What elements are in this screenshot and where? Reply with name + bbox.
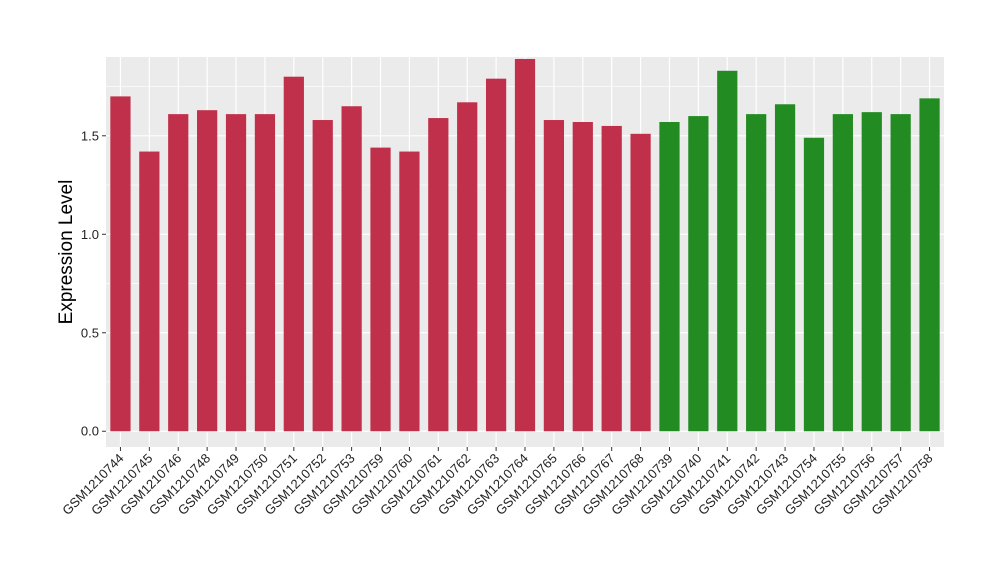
bar-GSM1210756 bbox=[861, 112, 882, 432]
bar-GSM1210759 bbox=[370, 147, 391, 432]
x-axis: GSM1210744GSM1210745GSM1210746GSM1210748… bbox=[59, 447, 936, 518]
bar-GSM1210768 bbox=[630, 133, 651, 432]
bar-GSM1210752 bbox=[312, 120, 333, 432]
bar-GSM1210762 bbox=[457, 102, 478, 432]
bar-GSM1210739 bbox=[659, 122, 680, 432]
bar-GSM1210755 bbox=[832, 114, 853, 432]
bar-GSM1210763 bbox=[485, 78, 507, 432]
bar-GSM1210754 bbox=[803, 137, 825, 432]
bar-GSM1210761 bbox=[428, 118, 449, 432]
bar-GSM1210740 bbox=[688, 116, 709, 432]
bar-GSM1210746 bbox=[168, 114, 189, 432]
bar-GSM1210766 bbox=[572, 122, 593, 432]
bar-GSM1210758 bbox=[919, 98, 940, 432]
bar-GSM1210760 bbox=[399, 151, 420, 432]
bars bbox=[110, 58, 940, 432]
y-axis-title: Expression Level bbox=[56, 180, 77, 325]
bar-GSM1210749 bbox=[225, 114, 247, 432]
y-tick-label: 0.5 bbox=[81, 325, 99, 340]
bar-GSM1210757 bbox=[890, 114, 911, 432]
bar-GSM1210745 bbox=[139, 151, 160, 432]
bar-GSM1210751 bbox=[283, 76, 304, 432]
bar-GSM1210743 bbox=[774, 104, 796, 432]
bar-GSM1210764 bbox=[514, 58, 536, 432]
bar-GSM1210753 bbox=[341, 106, 362, 432]
bar-GSM1210742 bbox=[746, 114, 767, 432]
bar-GSM1210750 bbox=[254, 114, 276, 432]
bar-GSM1210767 bbox=[601, 125, 622, 432]
y-tick-label: 0.0 bbox=[81, 424, 99, 439]
bar-GSM1210744 bbox=[110, 96, 131, 432]
y-axis: 0.0 0.5 1.0 1.5 bbox=[81, 128, 106, 439]
bar-GSM1210748 bbox=[197, 110, 218, 432]
y-tick-label: 1.0 bbox=[81, 227, 99, 242]
y-tick-label: 1.5 bbox=[81, 128, 99, 143]
bar-GSM1210765 bbox=[543, 120, 565, 432]
bar-GSM1210741 bbox=[717, 70, 738, 432]
